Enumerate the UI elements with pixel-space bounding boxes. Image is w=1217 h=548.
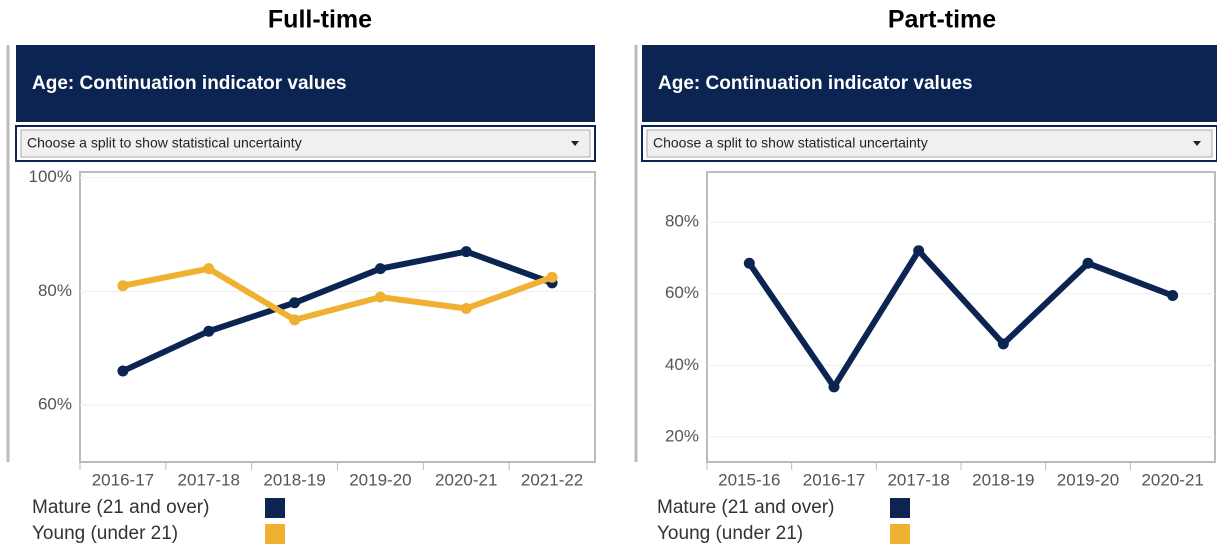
- series-line: [121, 248, 554, 374]
- y-tick-label: 40%: [665, 355, 699, 374]
- plot-frame: [706, 171, 1216, 463]
- legend-label: Mature (21 and over): [32, 497, 209, 518]
- header-bar: [16, 45, 595, 122]
- y-tick-label: 20%: [665, 426, 699, 445]
- header-text: Age: Continuation indicator values: [32, 73, 347, 94]
- series-point: [289, 314, 301, 326]
- legend-swatch: [265, 498, 285, 518]
- dropdown[interactable]: [20, 129, 591, 158]
- series-point: [913, 245, 925, 257]
- series-point: [997, 338, 1009, 350]
- dropdown[interactable]: [646, 129, 1213, 158]
- x-tick-label: 2020-21: [435, 470, 497, 489]
- series-point: [117, 280, 129, 292]
- plot-frame: [79, 171, 596, 463]
- legend-swatch: [265, 524, 285, 544]
- series-point: [289, 297, 301, 309]
- legend-label: Young (under 21): [657, 523, 803, 544]
- x-tick-label: 2019-20: [349, 470, 411, 489]
- series-point: [546, 271, 558, 283]
- y-tick-label: 80%: [38, 281, 72, 300]
- series-line: [122, 265, 554, 323]
- x-tick-label: 2019-20: [1057, 470, 1119, 489]
- dropdown-text: Choose a split to show statistical uncer…: [27, 135, 302, 151]
- series-point: [203, 263, 215, 275]
- series-point: [1167, 290, 1179, 302]
- y-tick-label: 100%: [29, 167, 72, 186]
- y-tick-label: 60%: [665, 283, 699, 302]
- x-tick-label: 2018-19: [972, 470, 1034, 489]
- x-tick-label: 2016-17: [803, 470, 865, 489]
- legend-swatch: [890, 524, 910, 544]
- series-point: [1082, 257, 1094, 269]
- x-tick-label: 2017-18: [887, 470, 949, 489]
- x-tick-label: 2020-21: [1141, 470, 1203, 489]
- x-tick-label: 2017-18: [178, 470, 240, 489]
- series-point: [828, 381, 840, 393]
- legend-label: Mature (21 and over): [657, 497, 834, 518]
- legend-label: Young (under 21): [32, 523, 178, 544]
- series-point: [743, 257, 755, 269]
- series-point: [203, 325, 215, 337]
- x-tick-label: 2016-17: [92, 470, 154, 489]
- series-point: [374, 291, 386, 303]
- x-tick-label: 2018-19: [263, 470, 325, 489]
- series-point: [460, 302, 472, 314]
- y-tick-label: 60%: [38, 395, 72, 414]
- panel-title: Part-time: [888, 6, 996, 34]
- series-point: [460, 246, 472, 258]
- x-tick-label: 2015-16: [718, 470, 780, 489]
- x-tick-label: 2021-22: [521, 470, 583, 489]
- dropdown-arrow: [1193, 141, 1201, 146]
- dropdown-arrow: [571, 141, 579, 146]
- series-point: [374, 263, 386, 275]
- series-line: [746, 247, 1174, 390]
- series-point: [117, 365, 129, 377]
- legend-swatch: [890, 498, 910, 518]
- panel-title: Full-time: [268, 6, 372, 34]
- dropdown-text: Choose a split to show statistical uncer…: [653, 135, 928, 151]
- header-bar: [642, 45, 1217, 122]
- y-tick-label: 80%: [665, 212, 699, 231]
- header-text: Age: Continuation indicator values: [658, 73, 973, 94]
